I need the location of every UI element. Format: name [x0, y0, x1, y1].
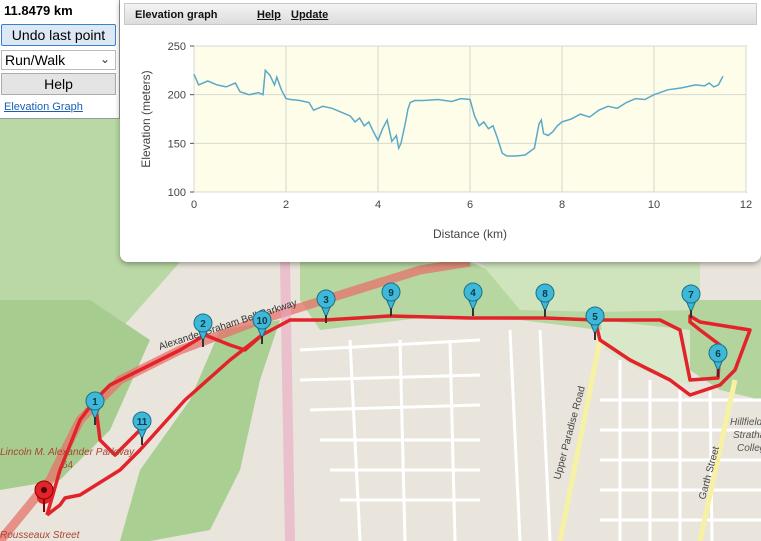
elevation-update-link[interactable]: Update	[291, 9, 329, 21]
waypoint-number: 2	[200, 319, 206, 330]
x-tick-label: 8	[559, 199, 565, 211]
garth-street	[697, 379, 738, 541]
y-tick-label: 200	[168, 90, 186, 102]
waypoint-number: 10	[256, 316, 268, 327]
start-marker-icon[interactable]	[34, 480, 54, 512]
waypoint-marker-icon[interactable]: 4	[463, 282, 483, 316]
waypoint-number: 7	[688, 290, 694, 301]
upper-paradise-road	[557, 339, 603, 541]
park-area	[480, 262, 700, 312]
waypoint-number: 1	[92, 397, 98, 408]
undo-last-point-button[interactable]: Undo last point	[1, 24, 116, 46]
y-tick-label: 100	[168, 187, 186, 199]
chevron-down-icon: ⌄	[99, 52, 110, 66]
elevation-line	[193, 68, 724, 157]
waypoint-marker-icon[interactable]: 11	[132, 411, 152, 445]
x-tick-label: 12	[740, 199, 752, 211]
waypoint-marker-icon[interactable]: 10	[252, 310, 272, 344]
activity-mode-select[interactable]: Run/Walk ⌄	[1, 50, 116, 70]
highway-403	[280, 261, 295, 541]
route-line	[45, 314, 752, 517]
waypoint-marker-icon[interactable]: 7	[681, 284, 701, 318]
x-tick-label: 2	[283, 199, 289, 211]
help-button[interactable]: Help	[1, 73, 116, 95]
park-area	[120, 320, 280, 541]
waypoint-marker-icon[interactable]: 3	[316, 289, 336, 323]
waypoint-marker-icon[interactable]: 5	[585, 306, 605, 340]
waypoint-number: 6	[715, 349, 721, 360]
x-axis-label: Distance (km)	[433, 227, 507, 241]
waypoint-number: 9	[388, 288, 394, 299]
waypoint-number: 4	[470, 288, 476, 299]
y-tick-label: 250	[168, 41, 186, 53]
elevation-graph-panel: Elevation graph Help Update 100 150 200 250…	[120, 0, 761, 262]
park-area	[0, 300, 150, 490]
place-label: Hillfield	[730, 417, 761, 428]
elevation-panel-title: Elevation graph	[135, 9, 218, 21]
x-tick-label: 6	[467, 199, 473, 211]
place-label: Strathallan	[733, 430, 761, 441]
elevation-graph-link[interactable]: Elevation Graph	[4, 101, 83, 113]
road-label: Rousseaux Street	[0, 530, 81, 541]
waypoint-number: 5	[592, 312, 598, 323]
waypoint-marker-icon[interactable]: 9	[381, 282, 401, 316]
waypoint-number: 11	[137, 417, 148, 428]
waypoint-marker-icon[interactable]: 6	[708, 343, 728, 377]
elevation-panel-header: Elevation graph Help Update	[124, 3, 757, 25]
waypoint-number: 8	[542, 289, 548, 300]
waypoint-marker-icon[interactable]: 2	[193, 313, 213, 347]
place-label: College	[737, 443, 761, 454]
activity-mode-value: Run/Walk	[5, 52, 66, 68]
elevation-chart: 100 150 200 250 0 2 4 6 8 10 12 Distance (km) Ele…	[139, 41, 752, 241]
x-tick-label: 4	[375, 199, 381, 211]
x-tick-label: 10	[648, 199, 660, 211]
y-tick-label: 150	[168, 138, 186, 150]
waypoint-number: 3	[323, 295, 329, 306]
route-controls-panel: 11.8479 km Undo last point Run/Walk ⌄ He…	[0, 0, 120, 119]
road-label: 64	[62, 460, 74, 471]
road-label: Lincoln M. Alexander Parkway	[0, 447, 135, 458]
waypoint-marker-icon[interactable]: 8	[535, 283, 555, 317]
y-axis-label: Elevation (meters)	[139, 70, 153, 167]
park-area	[600, 320, 690, 385]
waypoint-marker-icon[interactable]: 1	[85, 391, 105, 425]
elevation-help-link[interactable]: Help	[257, 9, 281, 21]
x-tick-label: 0	[191, 199, 197, 211]
total-distance: 11.8479 km	[4, 3, 73, 18]
